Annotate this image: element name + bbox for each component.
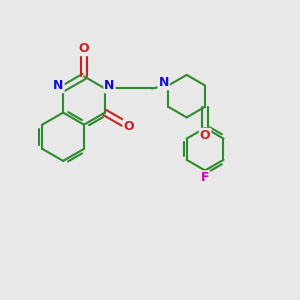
Text: N: N <box>53 79 64 92</box>
Text: O: O <box>200 129 210 142</box>
Text: O: O <box>124 120 134 133</box>
Text: F: F <box>201 171 209 184</box>
Text: O: O <box>79 42 89 55</box>
Text: N: N <box>158 76 169 89</box>
Text: N: N <box>104 79 115 92</box>
